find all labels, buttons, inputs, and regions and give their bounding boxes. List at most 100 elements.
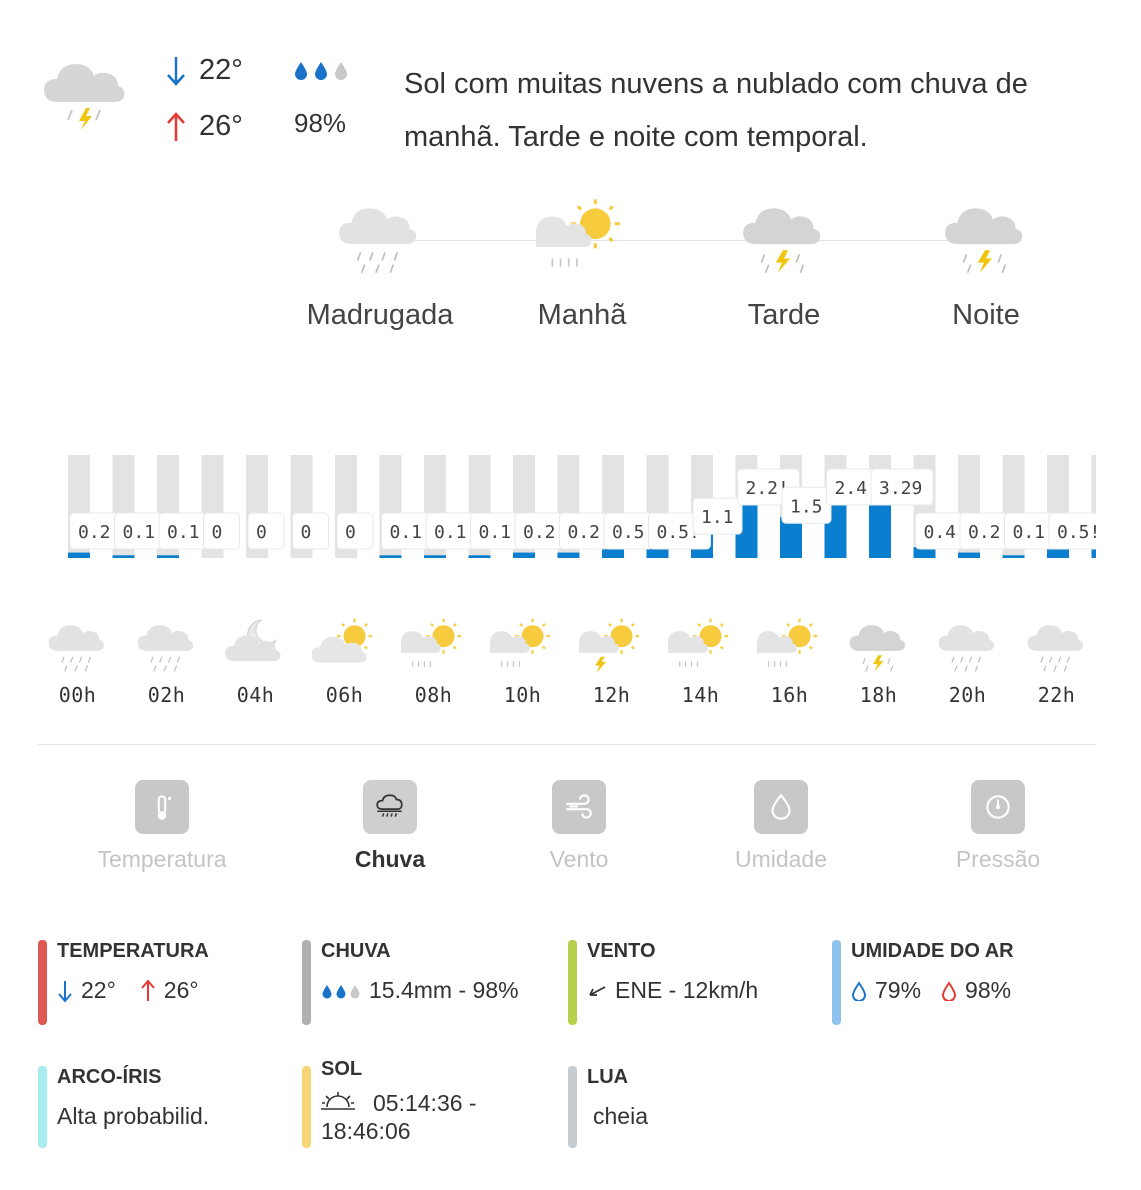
hour-label: 20h (948, 683, 987, 707)
rain-drops-icon (321, 983, 361, 999)
period-label: Manhã (537, 299, 627, 331)
hour-item[interactable]: 12h (567, 615, 656, 707)
hour-item[interactable]: 16h (745, 615, 834, 707)
chart-bar[interactable] (424, 555, 446, 558)
rain-probability: 98% (294, 108, 347, 138)
info-max-temp: 26° (163, 977, 199, 1003)
lua-color-bar (568, 1066, 577, 1148)
hour-item[interactable]: 04h (211, 615, 300, 707)
chart-data-label: 1.1 (692, 497, 743, 535)
info-lua-value: cheia (593, 1103, 648, 1129)
tab-label: Chuva (354, 846, 426, 872)
chart-data-label-text: 0.1: (167, 522, 210, 543)
period-madrugada[interactable]: Madrugada (280, 195, 480, 332)
tab-icon-box (971, 780, 1025, 834)
hour-label: 04h (236, 683, 275, 707)
chart-bar[interactable] (157, 555, 179, 558)
chart-bar[interactable] (68, 552, 90, 558)
period-label: Madrugada (306, 299, 454, 331)
chart-bar[interactable] (513, 552, 535, 558)
chart-data-label-text: 0.2 (968, 522, 1001, 543)
chart-bar[interactable] (468, 555, 491, 558)
hour-label: 18h (859, 683, 898, 707)
hour-item[interactable]: 14h (656, 615, 745, 707)
rain-cloud-icon (339, 208, 417, 274)
forecast-description: Sol com muitas nuvens a nublado com chuv… (404, 68, 1028, 153)
sun-cloud-rain-icon (667, 618, 728, 667)
chart-bar[interactable] (913, 547, 936, 558)
tab-vento[interactable]: Vento (469, 780, 689, 873)
chart-data-label-text: 0.2 (523, 522, 556, 543)
chart-data-label-text: 0.2 (78, 522, 111, 543)
tab-chuva[interactable]: Chuva (280, 780, 500, 873)
hour-label: 16h (770, 683, 809, 707)
sun-cloud-rain-icon (400, 618, 461, 667)
tab-umidade[interactable]: Umidade (671, 780, 891, 873)
tab-icon-box (754, 780, 808, 834)
moon-cloud-icon (224, 619, 280, 662)
tab-temperatura[interactable]: Temperatura (52, 780, 272, 873)
info-title-arco-iris: ARCO-ÍRIS (57, 1066, 162, 1088)
hour-item[interactable]: 02h (122, 615, 211, 707)
info-chuva: CHUVA 15.4mm - 98% (302, 940, 519, 1025)
tab-pressao[interactable]: Pressão (888, 780, 1108, 873)
chuva-color-bar (302, 940, 311, 1025)
chart-bar[interactable] (958, 552, 980, 558)
chart-data-label-text: 0.1 (479, 522, 512, 543)
arrow-up-icon (167, 111, 185, 141)
chart-data-label-text: 0.4 (924, 522, 957, 543)
period-label: Noite (952, 299, 1020, 331)
sun-cloud-rain-icon (489, 618, 550, 667)
tab-label: Temperatura (97, 846, 227, 872)
hour-item[interactable]: 20h (923, 615, 1012, 707)
chart-bar[interactable] (1091, 543, 1097, 558)
info-lua: LUA cheia (568, 1066, 648, 1148)
storm-cloud-icon (743, 208, 821, 274)
rain-cloud-icon (137, 625, 193, 672)
chart-data-label: 0.1 (381, 512, 431, 550)
chart-data-label-text: 0.5 (612, 522, 645, 543)
hour-label: 00h (58, 683, 97, 707)
arco-iris-color-bar (38, 1066, 47, 1148)
section-divider (38, 744, 1096, 745)
wind-direction-icon (589, 985, 606, 996)
info-arco-iris: ARCO-ÍRIS Alta probabilid. (38, 1066, 209, 1148)
period-manhã[interactable]: Manhã (482, 195, 682, 332)
chart-bar[interactable] (557, 552, 580, 558)
info-title-chuva: CHUVA (321, 940, 391, 962)
chart-data-label: 0 (247, 512, 285, 550)
chart-bar[interactable] (780, 517, 802, 558)
rain-chart: 0.2 0.1 0.1: 0 0 0 0 0.1 0.1: 0.1 0.2 0.2 0.5 0.5!1.1… (68, 455, 1096, 558)
period-noite[interactable]: Noite (886, 195, 1086, 332)
chart-bar[interactable] (379, 555, 402, 558)
chart-data-label: 0.2 (69, 512, 120, 550)
chart-bar-background (1091, 455, 1096, 558)
hour-item[interactable]: 22h (1012, 615, 1101, 707)
info-title-temperatura: TEMPERATURA (57, 940, 209, 962)
hour-item[interactable]: 18h (834, 615, 923, 707)
sun-cloud-rain-icon (536, 199, 620, 267)
hour-item[interactable]: 10h (478, 615, 567, 707)
chart-data-label: 0 (203, 512, 240, 550)
chart-data-label-text: 2.2! (746, 478, 789, 499)
chart-bar[interactable] (112, 555, 135, 558)
chart-data-label: 0.4 (915, 512, 965, 550)
sol-color-bar (302, 1066, 311, 1148)
umidade-color-bar (832, 940, 841, 1025)
chart-data-label: 0.2 (959, 512, 1010, 550)
chart-data-label-text: 3.29 (879, 478, 922, 499)
rain-cloud-icon (1027, 625, 1083, 672)
chart-data-label-text: 0.1 (123, 522, 156, 543)
min-temp-value: 22° (199, 54, 243, 86)
storm-cloud-icon (44, 64, 125, 130)
hour-item[interactable]: 08h (389, 615, 478, 707)
chart-data-label-text: 1.5 (790, 496, 823, 517)
hour-item[interactable]: 06h (300, 615, 389, 707)
info-min-temp: 22° (81, 977, 116, 1003)
period-tarde[interactable]: Tarde (684, 195, 884, 332)
chart-data-label-text: 0.2 (568, 522, 601, 543)
chart-bar[interactable] (1002, 555, 1025, 558)
vento-color-bar (568, 940, 577, 1025)
hour-label: 10h (503, 683, 542, 707)
hour-item[interactable]: 00h (33, 615, 122, 707)
